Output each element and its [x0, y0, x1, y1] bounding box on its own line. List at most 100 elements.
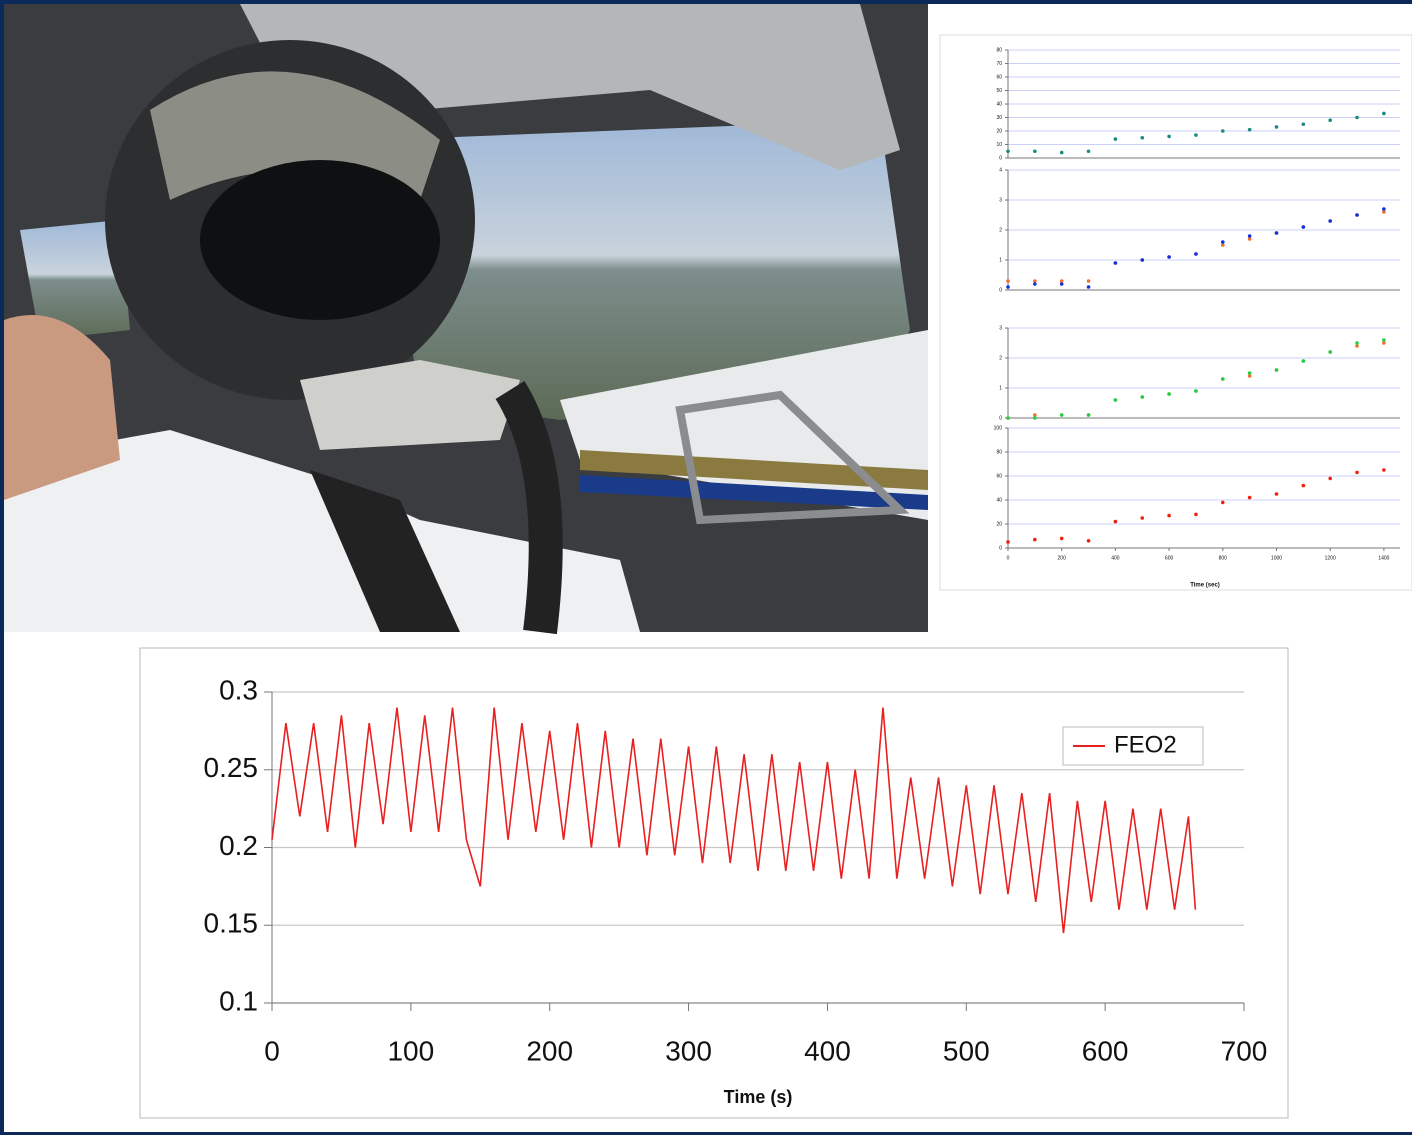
x-tick-label: 500	[943, 1035, 990, 1066]
x-tick-label: 1000	[1271, 555, 1282, 561]
x-tick-label: 1400	[1378, 555, 1389, 561]
y-tick-label: 0.1	[219, 985, 258, 1016]
x-tick-label: 200	[1058, 555, 1067, 561]
x-tick-label: 100	[387, 1035, 434, 1066]
data-point	[1328, 118, 1332, 122]
data-point	[1275, 231, 1279, 235]
data-point	[1140, 516, 1144, 520]
y-tick-label: 0.15	[204, 908, 259, 939]
data-point	[1328, 477, 1332, 481]
y-tick-label: 20	[996, 521, 1002, 527]
y-tick-label: 50	[996, 88, 1002, 94]
data-point	[1060, 413, 1064, 417]
y-tick-label: 1	[999, 385, 1002, 391]
y-tick-label: 60	[996, 74, 1002, 80]
x-tick-label: 600	[1082, 1035, 1129, 1066]
data-point	[1006, 540, 1010, 544]
y-tick-label: 40	[996, 497, 1002, 503]
y-tick-label: 0	[999, 545, 1002, 551]
data-point	[1167, 514, 1171, 518]
data-point	[1194, 133, 1198, 137]
data-point	[1275, 492, 1279, 496]
y-tick-label: 1	[999, 257, 1002, 263]
x-tick-label: 700	[1221, 1035, 1268, 1066]
y-tick-label: 3	[999, 197, 1002, 203]
y-tick-label: 3	[999, 325, 1002, 331]
data-point	[1060, 537, 1064, 541]
y-tick-label: 80	[996, 47, 1002, 53]
x-tick-label: 200	[526, 1035, 573, 1066]
data-point	[1302, 484, 1306, 488]
data-point	[1060, 282, 1064, 286]
y-tick-label: 40	[996, 101, 1002, 107]
data-point	[1248, 234, 1252, 238]
data-point	[1328, 350, 1332, 354]
data-point	[1382, 207, 1386, 211]
x-tick-label: 400	[804, 1035, 851, 1066]
data-point	[1033, 416, 1037, 420]
data-point	[1382, 338, 1386, 342]
data-point	[1194, 389, 1198, 393]
data-point	[1087, 285, 1091, 289]
data-point	[1033, 538, 1037, 542]
data-point	[1302, 359, 1306, 363]
data-point	[1114, 137, 1118, 141]
data-point	[1221, 240, 1225, 244]
data-point	[1060, 151, 1064, 155]
y-tick-label: 80	[996, 449, 1002, 455]
y-tick-label: 0	[999, 287, 1002, 293]
data-point	[1087, 539, 1091, 543]
data-point	[1328, 219, 1332, 223]
x-tick-label: 800	[1219, 555, 1228, 561]
data-point	[1167, 135, 1171, 139]
y-tick-label: 2	[999, 355, 1002, 361]
y-tick-label: 70	[996, 61, 1002, 67]
data-point	[1355, 213, 1359, 217]
data-point	[1114, 398, 1118, 402]
x-axis-title: Time (s)	[724, 1087, 793, 1107]
y-tick-label: 20	[996, 128, 1002, 134]
y-tick-label: 0.25	[204, 752, 259, 783]
data-point	[1114, 261, 1118, 265]
data-point	[1006, 279, 1010, 283]
data-point	[1221, 129, 1225, 133]
y-tick-label: 100	[994, 425, 1003, 431]
y-tick-label: 30	[996, 115, 1002, 121]
data-point	[1221, 501, 1225, 505]
data-point	[1087, 149, 1091, 153]
data-point	[1248, 496, 1252, 500]
cockpit-photo	[4, 4, 928, 632]
y-tick-label: 0	[999, 155, 1002, 161]
data-point	[1275, 125, 1279, 129]
data-point	[1006, 416, 1010, 420]
x-tick-label: 400	[1111, 555, 1120, 561]
data-point	[1355, 341, 1359, 345]
data-point	[1248, 371, 1252, 375]
data-point	[1167, 392, 1171, 396]
x-tick-label: 300	[665, 1035, 712, 1066]
data-point	[1382, 468, 1386, 472]
data-point	[1355, 471, 1359, 475]
data-point	[1006, 285, 1010, 289]
y-tick-label: 0	[999, 415, 1002, 421]
data-point	[1248, 128, 1252, 132]
data-point	[1087, 413, 1091, 417]
small-chart-frame	[940, 35, 1412, 590]
y-tick-label: 60	[996, 473, 1002, 479]
data-point	[1167, 255, 1171, 259]
data-point	[1194, 252, 1198, 256]
x-tick-label: 0	[1007, 555, 1010, 561]
x-tick-label: 600	[1165, 555, 1174, 561]
data-point	[1114, 520, 1118, 524]
y-tick-label: 0.3	[219, 674, 258, 705]
data-point	[1087, 279, 1091, 283]
x-tick-label: 0	[264, 1035, 280, 1066]
data-point	[1033, 282, 1037, 286]
data-point	[1006, 149, 1010, 153]
data-point	[1302, 122, 1306, 126]
data-point	[1194, 513, 1198, 517]
y-tick-label: 0.2	[219, 830, 258, 861]
x-tick-label: 1200	[1325, 555, 1336, 561]
data-point	[1140, 395, 1144, 399]
data-point	[1275, 368, 1279, 372]
